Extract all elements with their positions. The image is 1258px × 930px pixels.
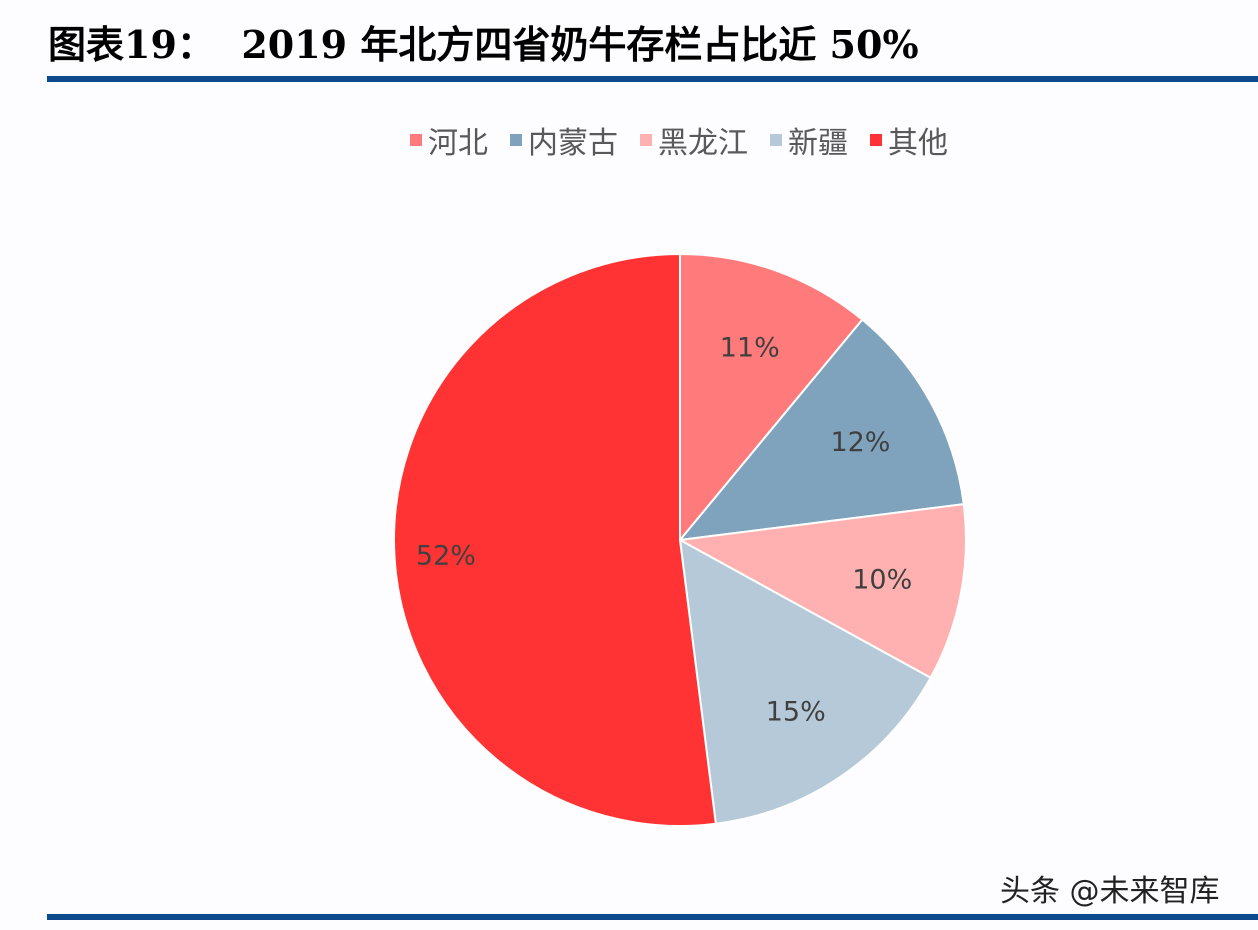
watermark: 头条 @未来智库 [1000, 874, 1220, 909]
data-label: 10% [852, 565, 912, 596]
legend-label: 新疆 [788, 126, 848, 161]
legend-label: 其他 [888, 126, 948, 161]
legend-swatch [510, 134, 522, 146]
legend-swatch [770, 134, 782, 146]
pie-slice-新疆 [678, 538, 932, 825]
pie-slice-其他 [393, 252, 717, 827]
legend-item: 黑龙江 [640, 118, 748, 162]
data-label: 11% [720, 332, 780, 363]
legend-label: 内蒙古 [528, 126, 618, 161]
legend-swatch [870, 134, 882, 146]
data-label: 12% [830, 427, 890, 458]
bottom-divider [47, 914, 1258, 920]
legend-item: 新疆 [770, 118, 848, 162]
legend-label: 黑龙江 [658, 126, 748, 161]
legend-label: 河北 [428, 126, 488, 161]
top-divider [47, 76, 1258, 82]
legend-item: 其他 [870, 118, 948, 162]
pie-slice-内蒙古 [677, 318, 965, 542]
legend-swatch [410, 134, 422, 146]
legend-swatch [640, 134, 652, 146]
data-label: 52% [416, 541, 476, 572]
legend-item: 河北 [410, 118, 488, 162]
data-label: 15% [766, 696, 826, 727]
legend-item: 内蒙古 [510, 118, 618, 162]
pie-slice-河北 [679, 252, 864, 543]
chart-legend: 河北 内蒙古 黑龙江 新疆 其他 [0, 118, 1258, 162]
page-title: 图表19： 2019 年北方四省奶牛存栏占比近 50% [48, 22, 919, 67]
pie-slice-黑龙江 [676, 503, 967, 680]
